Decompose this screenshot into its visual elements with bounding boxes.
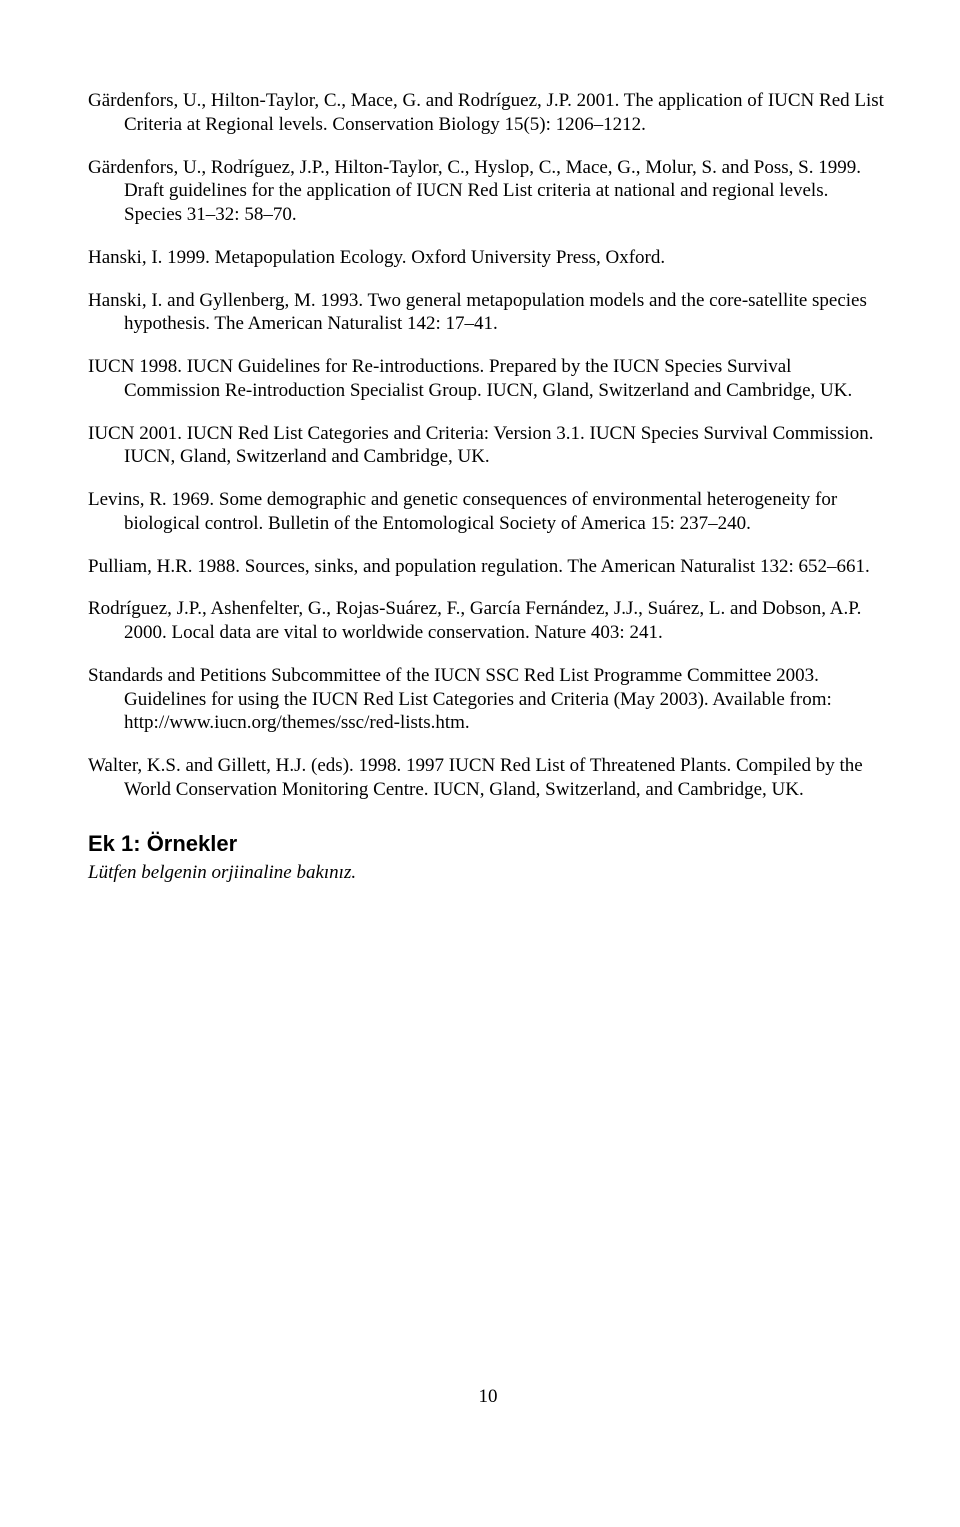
- reference-item: Standards and Petitions Subcommittee of …: [88, 664, 888, 735]
- references-section: Gärdenfors, U., Hilton-Taylor, C., Mace,…: [88, 89, 888, 802]
- reference-item: Hanski, I. and Gyllenberg, M. 1993. Two …: [88, 289, 888, 337]
- reference-item: Gärdenfors, U., Rodríguez, J.P., Hilton-…: [88, 156, 888, 227]
- appendix-note: Lütfen belgenin orjiinaline bakınız.: [88, 861, 888, 885]
- reference-item: Hanski, I. 1999. Metapopulation Ecology.…: [88, 246, 888, 270]
- reference-item: IUCN 1998. IUCN Guidelines for Re-introd…: [88, 355, 888, 403]
- reference-item: Rodríguez, J.P., Ashenfelter, G., Rojas-…: [88, 597, 888, 645]
- reference-item: IUCN 2001. IUCN Red List Categories and …: [88, 422, 888, 470]
- reference-item: Pulliam, H.R. 1988. Sources, sinks, and …: [88, 555, 888, 579]
- reference-item: Walter, K.S. and Gillett, H.J. (eds). 19…: [88, 754, 888, 802]
- reference-item: Gärdenfors, U., Hilton-Taylor, C., Mace,…: [88, 89, 888, 137]
- appendix-title: Ek 1: Örnekler: [88, 830, 888, 858]
- reference-item: Levins, R. 1969. Some demographic and ge…: [88, 488, 888, 536]
- page-number: 10: [88, 1385, 888, 1409]
